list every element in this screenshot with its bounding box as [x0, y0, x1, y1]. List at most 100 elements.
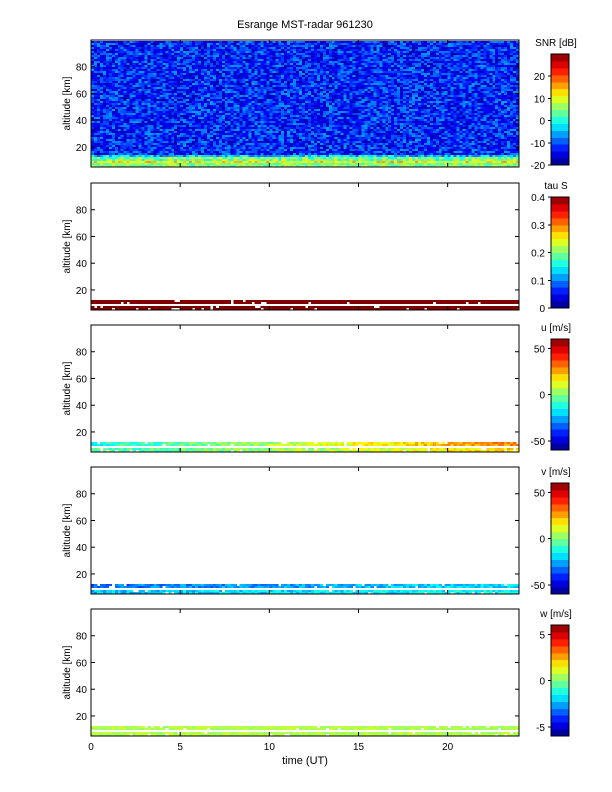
heatmap-cell — [218, 149, 223, 151]
heatmap-cell — [489, 131, 493, 133]
heatmap-cell — [328, 101, 333, 103]
heatmap-cell — [186, 135, 190, 137]
heatmap-cell — [468, 133, 472, 135]
heatmap-cell — [435, 129, 440, 131]
heatmap-cell — [450, 163, 455, 165]
heatmap-cell — [221, 97, 226, 99]
heatmap-cell — [144, 107, 148, 109]
heatmap-cell — [364, 131, 368, 133]
heatmap-cell — [117, 149, 122, 151]
heatmap-cell — [287, 143, 291, 145]
heatmap-cell — [123, 101, 128, 103]
heatmap-cell — [162, 131, 166, 133]
heatmap-cell — [129, 99, 134, 101]
heatmap-cell — [432, 123, 437, 125]
heatmap-cell — [414, 153, 419, 155]
heatmap-cell — [93, 139, 98, 141]
heatmap-cell — [93, 115, 98, 117]
heatmap-cell — [444, 109, 449, 111]
heatmap-cell — [462, 157, 466, 159]
heatmap-cell — [233, 163, 238, 165]
heatmap-cell — [257, 123, 261, 125]
heatmap-cell — [352, 153, 356, 155]
heatmap-cell — [251, 127, 255, 129]
heatmap-cell — [334, 99, 339, 101]
heatmap-cell — [403, 135, 407, 137]
heatmap-cell — [281, 127, 285, 129]
heatmap-cell — [200, 141, 205, 143]
heatmap-cell — [340, 99, 345, 101]
heatmap-cell — [278, 155, 282, 157]
heatmap-cell — [180, 149, 184, 151]
heatmap-cell — [489, 147, 493, 149]
heatmap-cell — [275, 161, 279, 163]
heatmap-cell — [462, 131, 466, 133]
heatmap-cell — [388, 103, 392, 105]
heatmap-cell — [198, 157, 202, 159]
heatmap-cell — [489, 133, 493, 135]
heatmap-cell — [206, 143, 211, 145]
heatmap-cell — [218, 151, 223, 153]
heatmap-cell — [388, 109, 392, 111]
heatmap-cell — [156, 101, 160, 103]
heatmap-cell — [296, 137, 300, 139]
heatmap-cell — [287, 165, 291, 167]
heatmap-cell — [266, 139, 270, 141]
heatmap-cell — [266, 141, 270, 143]
heatmap-cell — [93, 153, 98, 155]
heatmap-cell — [284, 149, 288, 151]
heatmap-cell — [269, 145, 273, 147]
heatmap-cell — [334, 139, 339, 141]
heatmap-cell — [477, 111, 481, 113]
heatmap-cell — [417, 157, 422, 159]
heatmap-cell — [391, 133, 395, 135]
heatmap-cell — [153, 127, 157, 129]
heatmap-cell — [510, 125, 514, 127]
heatmap-cell — [361, 117, 365, 119]
heatmap-cell — [316, 117, 321, 119]
heatmap-cell — [489, 103, 493, 105]
heatmap-cell — [135, 105, 139, 107]
heatmap-cell — [183, 157, 187, 159]
heatmap-cell — [284, 121, 288, 123]
heatmap-cell — [242, 97, 246, 99]
heatmap-cell — [397, 119, 401, 121]
heatmap-cell — [501, 113, 505, 115]
heatmap-cell — [180, 141, 184, 143]
heatmap-cell — [105, 151, 110, 153]
heatmap-cell — [129, 145, 134, 147]
heatmap-cell — [388, 153, 392, 155]
heatmap-cell — [153, 151, 157, 153]
heatmap-cell — [120, 107, 125, 109]
heatmap-cell — [507, 101, 511, 103]
heatmap-cell — [99, 153, 104, 155]
heatmap-cell — [328, 131, 333, 133]
heatmap-cell — [108, 113, 113, 115]
heatmap-cell — [406, 155, 410, 157]
heatmap-cell — [138, 157, 142, 159]
heatmap-cell — [409, 135, 413, 137]
heatmap-cell — [227, 109, 232, 111]
heatmap-cell — [218, 103, 223, 105]
heatmap-cell — [200, 111, 205, 113]
heatmap-cell — [302, 109, 306, 111]
heatmap-cell — [162, 125, 166, 127]
heatmap-cell — [346, 119, 350, 121]
heatmap-cell — [162, 103, 166, 105]
heatmap-cell — [257, 161, 261, 163]
heatmap-cell — [409, 155, 413, 157]
heatmap-cell — [414, 155, 419, 157]
heatmap-cell — [302, 97, 306, 99]
heatmap-cell — [432, 121, 437, 123]
heatmap-cell — [412, 139, 416, 141]
heatmap-cell — [429, 163, 434, 165]
heatmap-cell — [195, 125, 199, 127]
heatmap-cell — [385, 143, 389, 145]
heatmap-cell — [114, 115, 119, 117]
heatmap-cell — [263, 119, 267, 121]
heatmap-cell — [319, 135, 324, 137]
heatmap-cell — [325, 119, 330, 121]
heatmap-cell — [376, 117, 380, 119]
heatmap-cell — [400, 127, 404, 129]
heatmap-cell — [310, 113, 315, 115]
